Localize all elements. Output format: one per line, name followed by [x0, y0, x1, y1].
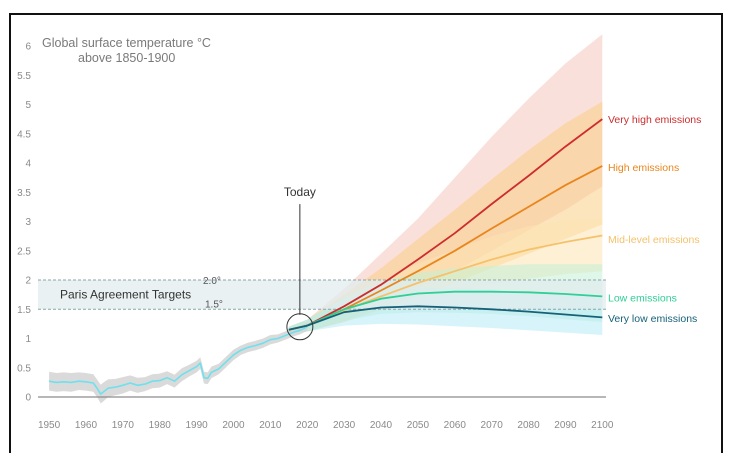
legend-group: Very high emissions High emissions Mid-lev… [608, 114, 701, 325]
x-tick-label: 2010 [259, 420, 282, 431]
y-tick-label: 0 [25, 393, 31, 404]
x-tick-label: 2020 [296, 420, 319, 431]
y-tick-label: 1.5 [17, 305, 31, 316]
y-tick-label: 5 [25, 100, 31, 111]
paris-targets-group: Paris Agreement Targets 2.0° 1.5° [38, 276, 606, 310]
chart-title-line2: above 1850-1900 [78, 51, 175, 65]
today-label: Today [284, 185, 316, 199]
x-tick-label: 2040 [370, 420, 393, 431]
y-tick-label: 2 [25, 276, 31, 287]
y-tick-label: 2.5 [17, 246, 31, 257]
legend-very-high-emissions: Very high emissions [608, 114, 701, 126]
legend-very-low-emissions: Very low emissions [608, 313, 697, 325]
legend-high-emissions: High emissions [608, 162, 679, 174]
y-tick-label: 4 [25, 159, 31, 170]
x-tick-label: 1980 [149, 420, 172, 431]
x-tick-label: 2060 [444, 420, 467, 431]
x-tick-label: 2080 [517, 420, 540, 431]
legend-low-emissions: Low emissions [608, 293, 677, 305]
target-label-1-5: 1.5° [205, 299, 223, 310]
historical-band [49, 323, 307, 404]
y-tick-label: 6 [25, 42, 31, 53]
x-tick-label: 2050 [407, 420, 430, 431]
x-tick-label: 1970 [112, 420, 135, 431]
y-tick-label: 3 [25, 217, 31, 228]
x-tick-label: 2100 [591, 420, 614, 431]
legend-mid-level-emissions: Mid-level emissions [608, 234, 700, 246]
x-tick-label: 2070 [481, 420, 504, 431]
x-tick-label: 1990 [185, 420, 208, 431]
paris-targets-label: Paris Agreement Targets [60, 288, 191, 302]
x-tick-label: 1960 [75, 420, 98, 431]
y-tick-label: 5.5 [17, 71, 31, 82]
y-tick-label: 4.5 [17, 129, 31, 140]
target-label-2-0: 2.0° [203, 276, 221, 287]
y-tick-label: 0.5 [17, 363, 31, 374]
x-tick-label: 1950 [38, 420, 61, 431]
historical-group [49, 323, 307, 404]
y-tick-label: 1 [25, 334, 31, 345]
y-tick-label: 3.5 [17, 188, 31, 199]
x-tick-label: 2090 [554, 420, 577, 431]
x-tick-label: 2030 [333, 420, 356, 431]
x-tick-label: 2000 [222, 420, 245, 431]
chart-title-line1: Global surface temperature °C [42, 36, 211, 50]
